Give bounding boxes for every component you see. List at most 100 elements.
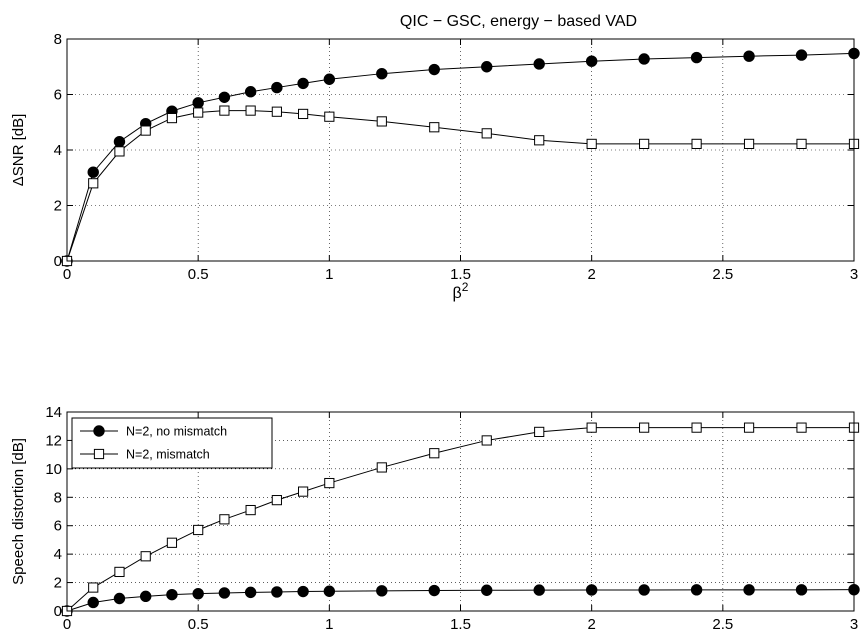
data-point [376,116,387,127]
legend-label-2: N=2, mismatch [126,448,210,462]
data-point [586,422,597,433]
data-point [245,504,256,516]
data-point [586,138,597,149]
data-point [271,586,283,598]
y-tick-label: 10 [45,461,62,478]
data-point [534,426,545,437]
data-point [219,105,230,116]
legend-label-1: N=2, no mismatch [126,425,227,439]
x-tick-label: 1 [325,616,333,629]
data-point [297,77,309,90]
x-axis-label: β2 [453,280,469,302]
x-tick-label: 1.5 [450,616,471,629]
x-tick-label: 3 [850,266,858,283]
data-point [323,73,336,85]
data-point [114,146,125,157]
chart-panel-2: 00.511.522.5302468101214β2Speech distort… [10,404,860,634]
data-point [690,51,703,64]
data-point [271,81,283,94]
data-point [244,586,257,599]
y-tick-label: 0 [54,603,62,620]
x-axis-label-superscript: 2 [462,280,469,294]
data-point [218,587,231,599]
data-point [271,495,282,506]
data-point [324,477,335,489]
data-point [193,107,204,118]
data-point [376,67,388,80]
data-point [429,448,440,459]
data-point [691,138,702,149]
data-point [481,435,492,446]
data-point [87,596,99,609]
data-point [428,63,440,76]
data-point [639,138,650,149]
x-tick-label: 0.5 [188,266,209,283]
data-point [193,524,204,536]
x-tick-label: 2 [587,616,595,629]
data-point [298,486,309,497]
x-tick-label: 1.5 [450,266,471,283]
data-point [324,111,335,122]
x-axis-label-base: β [453,285,462,302]
x-tick-label: 1 [325,266,333,283]
data-point [585,584,598,596]
data-point [795,584,808,596]
x-tick-label: 2 [587,266,595,283]
data-point [376,585,388,597]
y-tick-label: 6 [54,518,62,535]
y-tick-label: 4 [54,142,62,159]
data-point [298,108,309,120]
legend-box [71,417,273,469]
data-point [690,584,703,596]
data-point [140,125,151,136]
x-tick-label: 0 [63,616,71,629]
data-point [691,422,702,433]
data-point [795,49,808,61]
x-tick-label: 2.5 [712,266,733,283]
data-point [796,138,807,149]
y-tick-label: 0 [54,253,62,270]
data-point [743,584,755,596]
y-tick-label: 12 [45,432,62,449]
data-point [638,53,650,65]
y-axis-label: Speech distortion [dB] [10,438,27,585]
data-point [534,135,545,146]
data-point [88,178,99,189]
data-point [323,585,336,597]
y-tick-label: 4 [54,546,62,563]
x-tick-label: 0 [63,266,71,283]
data-point [192,97,204,109]
x-tick-label: 0.5 [188,616,209,629]
y-tick-label: 2 [54,198,62,215]
legend-marker-1 [93,425,105,437]
data-point [743,138,755,149]
data-point [219,514,230,525]
data-point [166,112,178,124]
data-point [743,422,755,433]
data-point [428,584,440,597]
data-point [743,50,755,62]
data-point [87,166,99,178]
legend-marker-2 [93,448,105,460]
x-tick-label: 2.5 [712,616,733,629]
data-point [140,590,152,603]
data-point [297,585,309,598]
data-point [533,58,545,70]
y-tick-label: 2 [54,575,62,592]
data-point [481,61,493,73]
data-point [166,537,178,548]
data-point [481,584,493,596]
data-point [245,105,256,116]
y-tick-label: 6 [54,87,62,104]
data-point [244,86,257,98]
data-point [113,135,126,148]
data-point [429,122,440,133]
data-point [639,422,650,433]
data-point [88,582,99,593]
legend: N=2, no mismatch N=2, mismatch [71,417,273,469]
data-point [166,588,178,601]
data-point [114,566,125,578]
